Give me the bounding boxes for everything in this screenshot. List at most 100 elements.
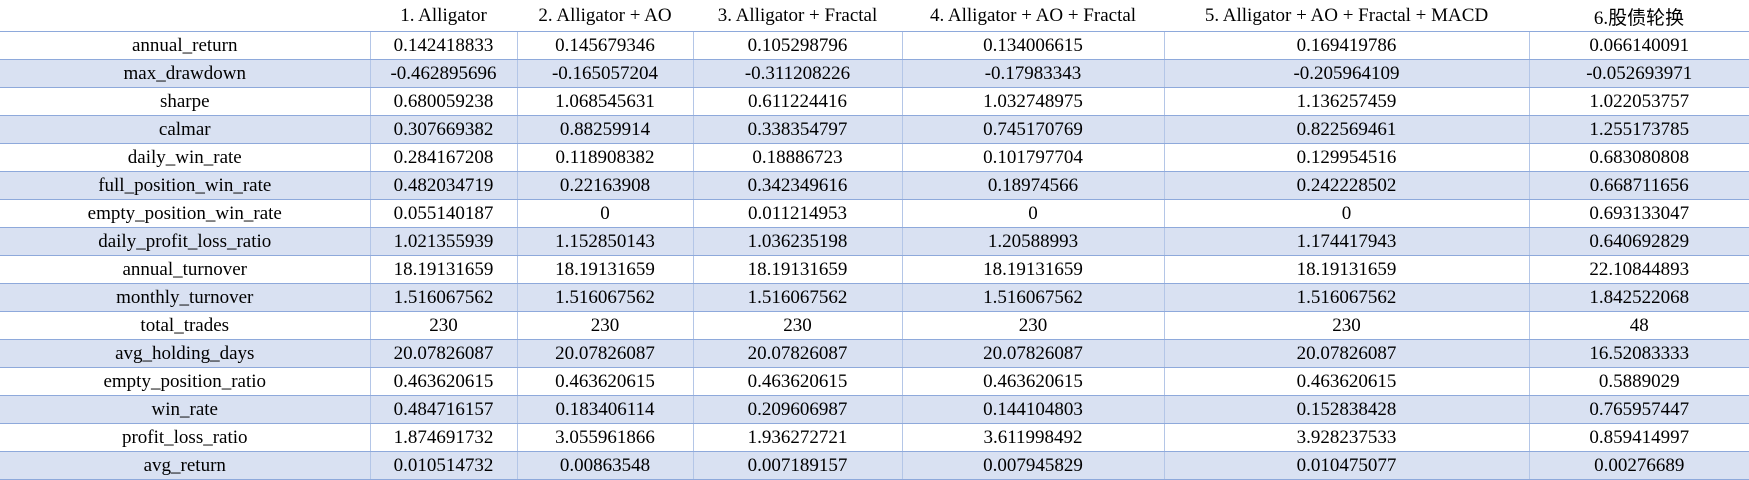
table-cell[interactable]: 22.10844893: [1529, 256, 1749, 284]
table-cell[interactable]: 3.055961866: [517, 424, 693, 452]
table-cell[interactable]: 1.936272721: [693, 424, 902, 452]
table-cell[interactable]: 0.101797704: [902, 144, 1164, 172]
row-label-cell[interactable]: full_position_win_rate: [0, 172, 370, 200]
row-label-cell[interactable]: empty_position_win_rate: [0, 200, 370, 228]
table-cell[interactable]: 0.745170769: [902, 116, 1164, 144]
table-cell[interactable]: -0.17983343: [902, 60, 1164, 88]
table-cell[interactable]: -0.165057204: [517, 60, 693, 88]
table-cell[interactable]: 0.22163908: [517, 172, 693, 200]
table-cell[interactable]: 1.516067562: [693, 284, 902, 312]
table-cell[interactable]: 1.516067562: [370, 284, 517, 312]
row-label-cell[interactable]: daily_win_rate: [0, 144, 370, 172]
table-cell[interactable]: 0.463620615: [1164, 368, 1529, 396]
table-cell[interactable]: -0.311208226: [693, 60, 902, 88]
table-cell[interactable]: 0.055140187: [370, 200, 517, 228]
table-cell[interactable]: 0.668711656: [1529, 172, 1749, 200]
row-label-cell[interactable]: annual_return: [0, 32, 370, 60]
table-cell[interactable]: 18.19131659: [693, 256, 902, 284]
table-cell[interactable]: 0.144104803: [902, 396, 1164, 424]
table-cell[interactable]: 3.611998492: [902, 424, 1164, 452]
table-cell[interactable]: 0.640692829: [1529, 228, 1749, 256]
column-header[interactable]: 5. Alligator + AO + Fractal + MACD: [1164, 0, 1529, 32]
table-cell[interactable]: 0.18974566: [902, 172, 1164, 200]
table-cell[interactable]: 0.145679346: [517, 32, 693, 60]
table-cell[interactable]: 16.52083333: [1529, 340, 1749, 368]
table-cell[interactable]: 1.021355939: [370, 228, 517, 256]
table-cell[interactable]: 1.516067562: [1164, 284, 1529, 312]
column-header[interactable]: 1. Alligator: [370, 0, 517, 32]
column-header[interactable]: 4. Alligator + AO + Fractal: [902, 0, 1164, 32]
table-cell[interactable]: 0.118908382: [517, 144, 693, 172]
row-label-cell[interactable]: daily_profit_loss_ratio: [0, 228, 370, 256]
column-header[interactable]: 6.股债轮换: [1529, 0, 1749, 32]
row-label-cell[interactable]: avg_return: [0, 452, 370, 480]
table-cell[interactable]: 0.169419786: [1164, 32, 1529, 60]
table-cell[interactable]: 230: [1164, 312, 1529, 340]
table-cell[interactable]: 0.134006615: [902, 32, 1164, 60]
table-cell[interactable]: 0.342349616: [693, 172, 902, 200]
table-cell[interactable]: 1.516067562: [517, 284, 693, 312]
table-cell[interactable]: 0.18886723: [693, 144, 902, 172]
row-label-cell[interactable]: total_trades: [0, 312, 370, 340]
table-cell[interactable]: 230: [370, 312, 517, 340]
table-cell[interactable]: 1.20588993: [902, 228, 1164, 256]
table-cell[interactable]: 20.07826087: [517, 340, 693, 368]
table-cell[interactable]: 0.007189157: [693, 452, 902, 480]
table-cell[interactable]: 1.174417943: [1164, 228, 1529, 256]
table-cell[interactable]: 0.484716157: [370, 396, 517, 424]
table-cell[interactable]: 0.463620615: [370, 368, 517, 396]
row-label-cell[interactable]: calmar: [0, 116, 370, 144]
table-cell[interactable]: 0.463620615: [902, 368, 1164, 396]
table-cell[interactable]: 1.022053757: [1529, 88, 1749, 116]
table-cell[interactable]: 0.683080808: [1529, 144, 1749, 172]
table-cell[interactable]: 3.928237533: [1164, 424, 1529, 452]
row-label-cell[interactable]: empty_position_ratio: [0, 368, 370, 396]
row-label-cell[interactable]: monthly_turnover: [0, 284, 370, 312]
row-label-cell[interactable]: sharpe: [0, 88, 370, 116]
table-cell[interactable]: 1.255173785: [1529, 116, 1749, 144]
table-cell[interactable]: 0: [517, 200, 693, 228]
table-cell[interactable]: 0.463620615: [517, 368, 693, 396]
table-cell[interactable]: 20.07826087: [902, 340, 1164, 368]
table-cell[interactable]: -0.052693971: [1529, 60, 1749, 88]
table-cell[interactable]: 1.842522068: [1529, 284, 1749, 312]
table-cell[interactable]: 0.007945829: [902, 452, 1164, 480]
table-cell[interactable]: 0.5889029: [1529, 368, 1749, 396]
table-cell[interactable]: 1.032748975: [902, 88, 1164, 116]
table-cell[interactable]: 0.88259914: [517, 116, 693, 144]
table-cell[interactable]: 0.152838428: [1164, 396, 1529, 424]
table-cell[interactable]: 1.136257459: [1164, 88, 1529, 116]
table-cell[interactable]: 0.209606987: [693, 396, 902, 424]
table-cell[interactable]: 0.105298796: [693, 32, 902, 60]
table-cell[interactable]: 0.338354797: [693, 116, 902, 144]
table-cell[interactable]: 18.19131659: [370, 256, 517, 284]
table-cell[interactable]: 20.07826087: [693, 340, 902, 368]
table-cell[interactable]: 0.00276689: [1529, 452, 1749, 480]
table-cell[interactable]: 0.011214953: [693, 200, 902, 228]
table-cell[interactable]: 0.142418833: [370, 32, 517, 60]
table-cell[interactable]: 18.19131659: [902, 256, 1164, 284]
row-label-cell[interactable]: profit_loss_ratio: [0, 424, 370, 452]
table-cell[interactable]: 0.463620615: [693, 368, 902, 396]
table-cell[interactable]: 1.516067562: [902, 284, 1164, 312]
table-cell[interactable]: 0.680059238: [370, 88, 517, 116]
table-cell[interactable]: 20.07826087: [1164, 340, 1529, 368]
row-label-cell[interactable]: win_rate: [0, 396, 370, 424]
table-cell[interactable]: 0.066140091: [1529, 32, 1749, 60]
table-cell[interactable]: 0.693133047: [1529, 200, 1749, 228]
table-cell[interactable]: 0.859414997: [1529, 424, 1749, 452]
table-cell[interactable]: 0.822569461: [1164, 116, 1529, 144]
table-cell[interactable]: -0.205964109: [1164, 60, 1529, 88]
table-cell[interactable]: 0.284167208: [370, 144, 517, 172]
table-cell[interactable]: 1.036235198: [693, 228, 902, 256]
table-cell[interactable]: 18.19131659: [1164, 256, 1529, 284]
table-cell[interactable]: 230: [902, 312, 1164, 340]
table-cell[interactable]: 0.242228502: [1164, 172, 1529, 200]
table-cell[interactable]: 0: [1164, 200, 1529, 228]
table-cell[interactable]: 1.068545631: [517, 88, 693, 116]
table-cell[interactable]: 0.611224416: [693, 88, 902, 116]
table-cell[interactable]: 1.152850143: [517, 228, 693, 256]
table-cell[interactable]: 0.307669382: [370, 116, 517, 144]
column-header[interactable]: 3. Alligator + Fractal: [693, 0, 902, 32]
row-label-cell[interactable]: annual_turnover: [0, 256, 370, 284]
